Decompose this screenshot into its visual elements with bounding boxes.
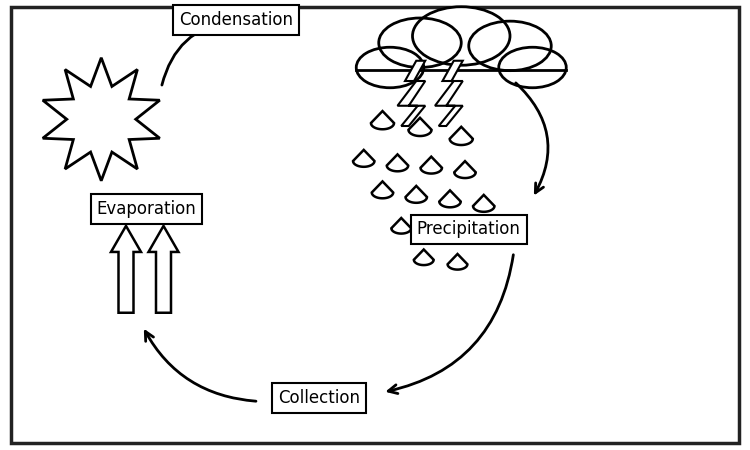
Ellipse shape: [499, 47, 566, 88]
Polygon shape: [421, 157, 442, 174]
Polygon shape: [440, 190, 460, 207]
Text: Precipitation: Precipitation: [417, 220, 520, 238]
Ellipse shape: [413, 7, 510, 65]
Polygon shape: [371, 111, 394, 129]
Ellipse shape: [469, 21, 551, 71]
Polygon shape: [425, 222, 445, 238]
Polygon shape: [372, 181, 393, 198]
Polygon shape: [450, 127, 472, 145]
Polygon shape: [435, 61, 463, 126]
FancyBboxPatch shape: [356, 68, 566, 83]
Polygon shape: [111, 226, 141, 313]
Polygon shape: [392, 218, 411, 234]
Polygon shape: [398, 61, 425, 126]
Polygon shape: [454, 161, 476, 178]
Ellipse shape: [379, 18, 461, 68]
Polygon shape: [353, 150, 374, 167]
Polygon shape: [414, 249, 434, 265]
FancyBboxPatch shape: [11, 7, 739, 443]
Text: Collection: Collection: [278, 389, 360, 407]
Polygon shape: [409, 118, 431, 136]
Polygon shape: [43, 58, 160, 181]
Polygon shape: [473, 195, 494, 212]
Polygon shape: [387, 154, 408, 171]
Text: Evaporation: Evaporation: [96, 200, 196, 218]
Polygon shape: [459, 227, 478, 243]
Polygon shape: [148, 226, 178, 313]
Ellipse shape: [356, 47, 424, 88]
Polygon shape: [406, 186, 427, 203]
Text: Condensation: Condensation: [179, 11, 293, 29]
Polygon shape: [448, 254, 467, 270]
